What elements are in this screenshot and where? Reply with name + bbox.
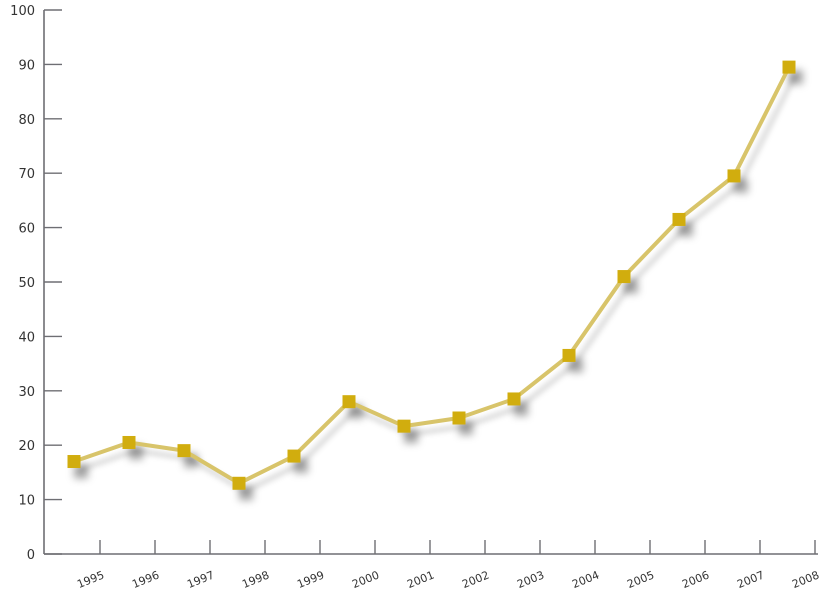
- series-line-shadow: [79, 74, 797, 494]
- x-tick-label: 1995: [75, 568, 106, 591]
- data-point-2001: [397, 419, 411, 433]
- y-tick-label: 90: [18, 58, 35, 73]
- data-point-2007: [727, 169, 741, 183]
- data-point-2006: [672, 212, 686, 226]
- data-point-2005: [617, 270, 631, 284]
- x-tick-label: 1997: [185, 568, 216, 591]
- y-tick-label: 80: [18, 113, 35, 128]
- y-tick-label: 10: [18, 494, 35, 509]
- x-tick-label: 1999: [295, 568, 326, 591]
- y-tick-label: 100: [10, 4, 35, 19]
- x-tick-label: 2006: [680, 568, 711, 591]
- data-point-1997: [177, 444, 191, 458]
- y-tick-label: 70: [18, 167, 35, 182]
- data-point-2003: [507, 392, 521, 406]
- x-tick-label: 1998: [240, 568, 271, 591]
- x-tick-label: 2007: [735, 568, 766, 591]
- x-tick-label: 2003: [515, 568, 546, 591]
- y-axis-ticks: 0 10 20 30 40 50 60 70 80 90 100: [10, 4, 62, 563]
- x-tick-label: 2002: [460, 568, 491, 591]
- x-tick-label: 2001: [405, 568, 436, 591]
- data-point-1998: [232, 476, 246, 490]
- x-axis-ticks: 1995 1996 1997 1998 1999 2000 2001 2002 2003 2004…: [75, 540, 821, 591]
- data-point-2000: [342, 395, 356, 409]
- y-tick-label: 60: [18, 222, 35, 237]
- data-point-1995: [67, 455, 81, 469]
- data-point-2008: [782, 60, 796, 74]
- y-tick-label: 40: [18, 330, 35, 345]
- data-point-2004: [562, 348, 576, 362]
- data-point-1999: [287, 449, 301, 463]
- data-point-2002: [452, 411, 466, 425]
- data-point-1996: [122, 435, 136, 449]
- x-tick-label: 2005: [625, 568, 656, 591]
- x-tick-label: 1996: [130, 568, 161, 591]
- series-layer: [67, 60, 803, 501]
- x-tick-label: 2008: [790, 568, 821, 591]
- y-tick-label: 20: [18, 439, 35, 454]
- x-tick-label: 2004: [570, 568, 601, 591]
- y-tick-label: 0: [27, 548, 35, 563]
- x-tick-label: 2000: [350, 568, 381, 591]
- series-line: [72, 65, 791, 486]
- y-tick-label: 50: [18, 276, 35, 291]
- axes: [43, 10, 818, 555]
- y-tick-label: 30: [18, 385, 35, 400]
